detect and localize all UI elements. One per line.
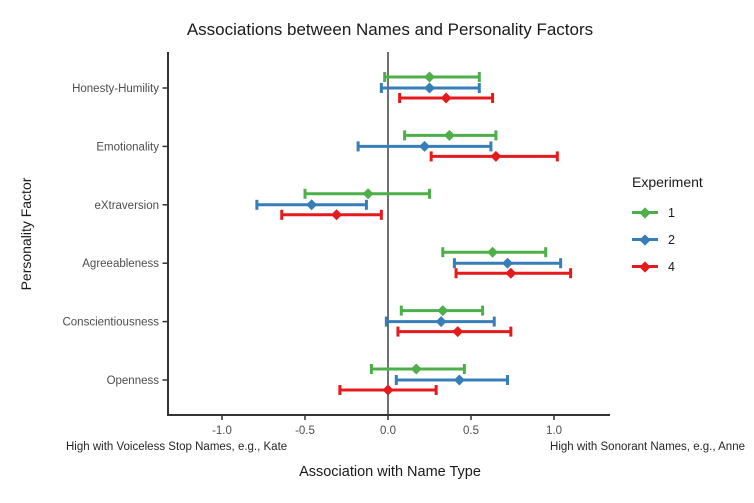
y-category-label: Conscientiousness — [62, 317, 159, 329]
x-tick-label: 0.0 — [380, 425, 396, 437]
legend-marker-icon — [632, 233, 658, 247]
legend-item-experiment-2: 2 — [632, 226, 703, 253]
legend-item-label: 4 — [668, 259, 675, 274]
x-axis-note-left: High with Voiceless Stop Names, e.g., Ka… — [66, 441, 288, 453]
point-estimate-exp1-Openness — [410, 363, 422, 375]
y-category-label: Openness — [107, 375, 160, 387]
legend: Experiment 1 2 4 — [632, 174, 703, 280]
point-estimate-exp4-eXtraversion — [331, 209, 343, 221]
x-axis-title: Association with Name Type — [299, 464, 481, 480]
legend-marker-icon — [632, 260, 658, 274]
point-estimate-exp1-Agreeableness — [487, 246, 499, 258]
x-axis-note-right: High with Sonorant Names, e.g., Anne — [550, 441, 745, 453]
legend-marker-icon — [632, 206, 658, 220]
point-estimate-exp4-Agreeableness — [505, 267, 517, 279]
y-category-label: Emotionality — [96, 141, 159, 153]
legend-item-label: 1 — [668, 205, 675, 220]
legend-items: 1 2 4 — [632, 199, 703, 280]
legend-item-label: 2 — [668, 232, 675, 247]
point-estimate-exp2-Emotionality — [419, 140, 431, 152]
point-estimate-exp2-Agreeableness — [502, 257, 514, 269]
x-tick-label: 0.5 — [463, 425, 479, 437]
x-tick-label: -1.0 — [212, 425, 232, 437]
point-estimate-exp4-Conscientiousness — [452, 326, 464, 338]
point-estimate-exp1-eXtraversion — [362, 188, 374, 200]
point-estimate-exp4-Openness — [382, 384, 394, 396]
x-tick-label: -0.5 — [295, 425, 315, 437]
point-estimate-exp2-Conscientiousness — [435, 316, 447, 328]
legend-item-experiment-1: 1 — [632, 199, 703, 226]
legend-title: Experiment — [632, 174, 703, 190]
point-estimate-exp2-Honesty-Humility — [424, 82, 435, 94]
point-estimate-exp4-Emotionality — [490, 150, 502, 162]
point-estimate-exp2-eXtraversion — [306, 199, 318, 211]
point-estimate-exp4-Honesty-Humility — [440, 92, 452, 104]
y-category-label: eXtraversion — [94, 200, 159, 212]
legend-item-experiment-4: 4 — [632, 253, 703, 280]
point-estimate-exp2-Openness — [453, 374, 465, 386]
x-tick-label: 1.0 — [546, 425, 562, 437]
y-category-label: Agreeableness — [82, 258, 159, 270]
point-estimate-exp1-Emotionality — [443, 129, 455, 141]
chart-title: Associations between Names and Personali… — [186, 20, 594, 39]
point-estimate-exp1-Honesty-Humility — [424, 71, 435, 83]
point-estimate-exp1-Conscientiousness — [437, 305, 449, 317]
y-category-label: Honesty-Humility — [72, 83, 159, 95]
